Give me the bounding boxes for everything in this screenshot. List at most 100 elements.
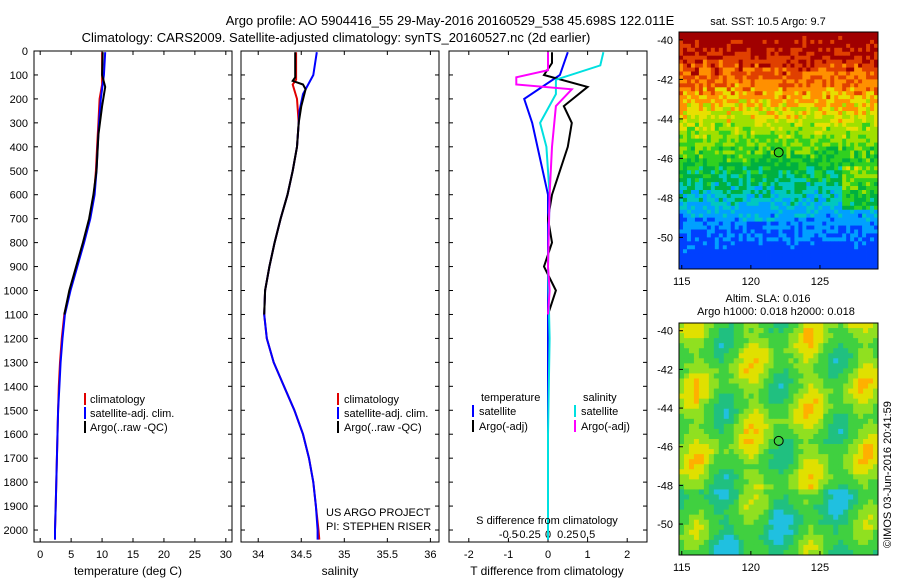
sla-cell <box>748 489 755 495</box>
sla-cell <box>843 474 849 480</box>
sla-cell <box>818 373 824 379</box>
sst-cell <box>858 261 863 266</box>
sst-cell <box>854 91 859 96</box>
sla-cell <box>738 413 745 420</box>
sst-cell <box>778 221 783 226</box>
sla-cell <box>763 338 769 344</box>
sla-cell <box>688 348 695 354</box>
sla-cell <box>708 343 715 349</box>
sla-cell <box>838 328 844 334</box>
sla-cell <box>683 388 690 395</box>
sst-cell <box>706 217 712 222</box>
sst-cell <box>698 71 704 76</box>
sst-cell <box>790 201 795 207</box>
sst-cell <box>686 249 692 254</box>
sst-cell <box>862 111 867 116</box>
sst-cell <box>742 122 748 128</box>
sst-cell <box>730 154 736 159</box>
sst-cell <box>706 142 712 147</box>
sla-cell <box>713 393 720 400</box>
sla-cell <box>858 323 864 329</box>
sla-cell <box>853 353 859 359</box>
sst-cell <box>770 174 775 179</box>
sst-cell <box>814 170 819 175</box>
sst-cell <box>738 32 744 37</box>
sst-cell <box>762 39 767 45</box>
sst-cell <box>770 47 775 53</box>
sst-cell <box>702 142 708 147</box>
sst-cell <box>742 142 748 147</box>
sst-cell <box>826 245 831 250</box>
sla-cell <box>713 459 720 465</box>
sst-cell <box>686 229 692 234</box>
sla-cell <box>758 499 764 505</box>
float-position-marker <box>773 147 784 158</box>
sst-cell <box>802 158 807 163</box>
sla-cell <box>743 338 750 344</box>
sst-cell <box>746 91 752 96</box>
sla-cell <box>688 519 695 526</box>
sla-cell <box>803 469 809 475</box>
sst-cell <box>870 138 875 143</box>
sla-cell <box>788 484 794 490</box>
sla-cell <box>753 524 760 531</box>
sla-cell <box>833 439 839 445</box>
sst-cell <box>826 32 831 37</box>
sst-cell <box>706 79 712 84</box>
sst-map-ticks: 115 120 125-40-42-44-46-48-50 <box>657 35 829 288</box>
sst-cell <box>682 134 688 140</box>
sst-cell <box>738 253 744 258</box>
sst-cell <box>750 103 756 108</box>
sst-cell <box>742 75 748 80</box>
sla-cell <box>823 514 829 521</box>
sst-cell <box>694 150 700 155</box>
sst-cell <box>698 142 704 147</box>
sst-cell <box>842 178 847 183</box>
sla-cell <box>798 514 804 521</box>
sla-cell <box>718 358 725 364</box>
sst-cell <box>698 190 704 195</box>
sst-cell <box>682 51 688 57</box>
sla-cell <box>703 378 710 384</box>
sst-cell <box>738 91 744 96</box>
sla-cell <box>803 338 809 344</box>
sla-cell <box>718 524 725 531</box>
sst-cell <box>682 35 688 41</box>
sst-cell <box>774 201 779 207</box>
sla-cell <box>783 449 789 455</box>
sst-cell <box>782 126 787 132</box>
sst-cell <box>870 111 875 116</box>
sst-cell <box>758 43 763 49</box>
sst-cell <box>746 39 752 45</box>
sst-cell <box>866 158 871 163</box>
sla-cell <box>863 484 869 490</box>
sst-cell <box>738 166 744 171</box>
sst-cell <box>826 241 831 246</box>
sla-cell <box>818 348 824 354</box>
sla-cell <box>813 383 819 389</box>
sst-cell <box>830 154 835 159</box>
sst-cell <box>794 190 799 195</box>
sla-cell <box>698 403 705 410</box>
sla-cell <box>833 418 839 425</box>
sst-cell <box>722 229 728 234</box>
sst-cell <box>758 47 763 53</box>
sla-cell <box>703 423 710 430</box>
sla-cell <box>693 418 700 425</box>
sst-cell <box>778 217 783 222</box>
sst-cell <box>738 79 744 84</box>
sst-cell <box>722 221 728 226</box>
sst-cell <box>794 51 799 57</box>
sst-cell <box>682 59 688 64</box>
sst-cell <box>778 83 783 88</box>
sst-cell <box>686 213 692 219</box>
sla-cell <box>798 499 804 505</box>
sst-cell <box>806 209 811 215</box>
sst-cell <box>766 253 771 258</box>
sst-cell <box>722 114 728 120</box>
sla-cell <box>783 363 789 369</box>
sla-cell <box>758 358 764 364</box>
sla-cell <box>783 454 789 460</box>
sla-cell <box>853 479 859 485</box>
sst-cell <box>814 43 819 49</box>
